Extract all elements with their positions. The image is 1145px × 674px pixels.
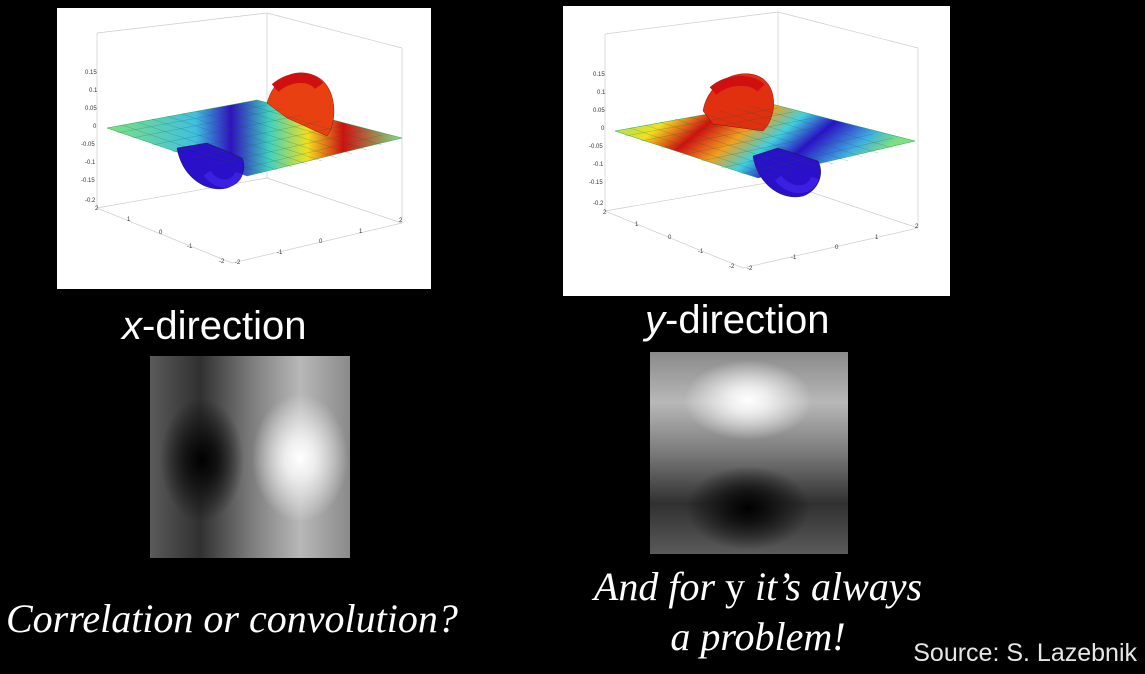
note-line-2: a problem! — [670, 614, 846, 659]
y-direction-surface-plot: 0.15 0.1 0.05 0 -0.05 -0.1 -0.15 -0.2 2 … — [563, 6, 950, 296]
x-tick: 2 — [603, 210, 607, 216]
z-tick: 0.15 — [593, 72, 605, 78]
z-tick: -0.1 — [85, 160, 96, 166]
z-tick: 0.15 — [85, 70, 97, 76]
z-tick: 0.1 — [89, 88, 98, 94]
note-text-a: And for — [593, 564, 726, 609]
z-tick: -0.05 — [589, 144, 603, 150]
axis-box — [96, 12, 403, 264]
x-direction-label: x-direction — [122, 306, 307, 346]
question-text: Correlation or convolution? — [6, 596, 458, 641]
z-tick: -0.1 — [593, 162, 604, 168]
x-z-ticks: 0.15 0.1 0.05 0 -0.05 -0.1 -0.15 -0.2 — [81, 70, 98, 204]
y-problem-note: And for y it’s always a problem! — [568, 562, 948, 662]
x-derivative-kernel-image — [150, 356, 350, 558]
y-surface — [614, 73, 916, 198]
y-tick: 0 — [319, 239, 323, 245]
x-tick: 1 — [635, 222, 639, 228]
z-tick: -0.05 — [81, 142, 95, 148]
x-tick: -2 — [729, 264, 735, 270]
y-direction-label: y-direction — [645, 300, 830, 340]
x-horizontal-ticks: 2 1 0 -1 -2 -2 -1 0 1 2 — [95, 206, 403, 266]
y-tick: 2 — [399, 218, 403, 224]
x-caption-rest: -direction — [142, 304, 307, 348]
source-credit: Source: S. Lazebnik — [913, 639, 1137, 667]
y-horizontal-ticks: 2 1 0 -1 -2 -2 -1 0 1 2 — [603, 210, 919, 272]
z-tick: 0.05 — [593, 108, 605, 114]
x-surface — [106, 72, 403, 190]
y-tick: -1 — [277, 250, 283, 256]
x-direction-surface-plot: 0.15 0.1 0.05 0 -0.05 -0.1 -0.15 -0.2 2 … — [57, 8, 431, 289]
x-tick: -2 — [219, 259, 225, 265]
z-tick: -0.15 — [589, 180, 603, 186]
x-axis-letter: x — [122, 304, 142, 348]
y-caption-rest: -direction — [665, 298, 830, 342]
y-derivative-kernel-image — [650, 352, 848, 554]
z-tick: 0.05 — [85, 106, 97, 112]
z-tick: -0.2 — [85, 198, 96, 204]
x-tick: 2 — [95, 206, 99, 212]
y-surface-svg: 0.15 0.1 0.05 0 -0.05 -0.1 -0.15 -0.2 2 … — [589, 11, 919, 272]
y-tick: -2 — [747, 266, 753, 272]
y-tick: 0 — [835, 245, 839, 251]
z-tick: 0.1 — [597, 90, 606, 96]
x-tick: 1 — [127, 217, 131, 223]
y-tick: 2 — [915, 224, 919, 230]
x-tick: 0 — [668, 235, 672, 241]
y-tick: -1 — [791, 255, 797, 261]
z-tick: 0 — [601, 126, 605, 132]
note-line-1: And for y it’s always — [568, 562, 948, 612]
correlation-question: Correlation or convolution? — [6, 594, 458, 644]
y-tick: 1 — [359, 229, 363, 235]
y-tick: -2 — [235, 260, 241, 266]
note-text-b: it’s always — [745, 564, 923, 609]
x-tick: -1 — [187, 244, 193, 250]
note-y: y — [725, 564, 746, 609]
x-surface-svg: 0.15 0.1 0.05 0 -0.05 -0.1 -0.15 -0.2 2 … — [81, 12, 403, 266]
x-tick: 0 — [159, 230, 163, 236]
y-z-ticks: 0.15 0.1 0.05 0 -0.05 -0.1 -0.15 -0.2 — [589, 72, 606, 207]
z-tick: 0 — [93, 124, 97, 130]
z-tick: -0.15 — [81, 178, 95, 184]
y-axis-letter: y — [645, 298, 665, 342]
y-tick: 1 — [875, 235, 879, 241]
x-tick: -1 — [698, 249, 704, 255]
z-tick: -0.2 — [593, 201, 604, 207]
